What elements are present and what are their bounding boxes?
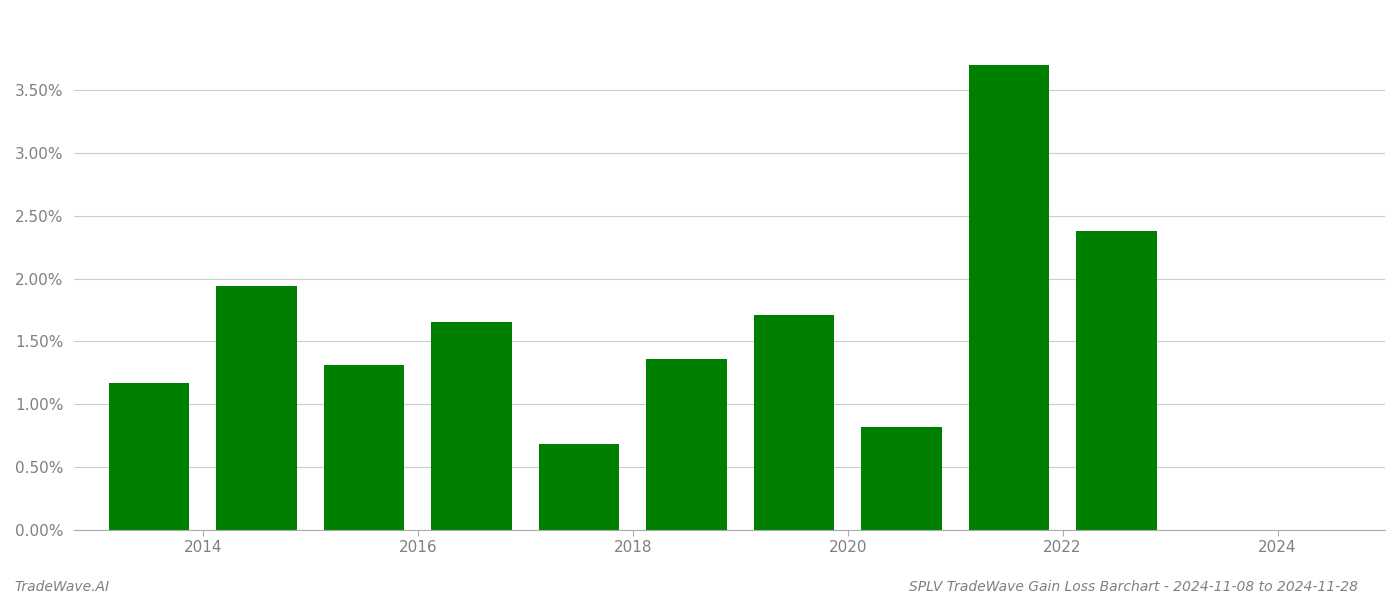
Bar	[753, 315, 834, 530]
Bar	[217, 286, 297, 530]
Bar	[861, 427, 942, 530]
Bar	[1077, 231, 1156, 530]
Text: TradeWave.AI: TradeWave.AI	[14, 580, 109, 594]
Bar	[431, 322, 512, 530]
Bar	[647, 359, 727, 530]
Bar	[539, 444, 619, 530]
Bar	[323, 365, 405, 530]
Bar	[109, 383, 189, 530]
Bar	[969, 65, 1049, 530]
Text: SPLV TradeWave Gain Loss Barchart - 2024-11-08 to 2024-11-28: SPLV TradeWave Gain Loss Barchart - 2024…	[909, 580, 1358, 594]
